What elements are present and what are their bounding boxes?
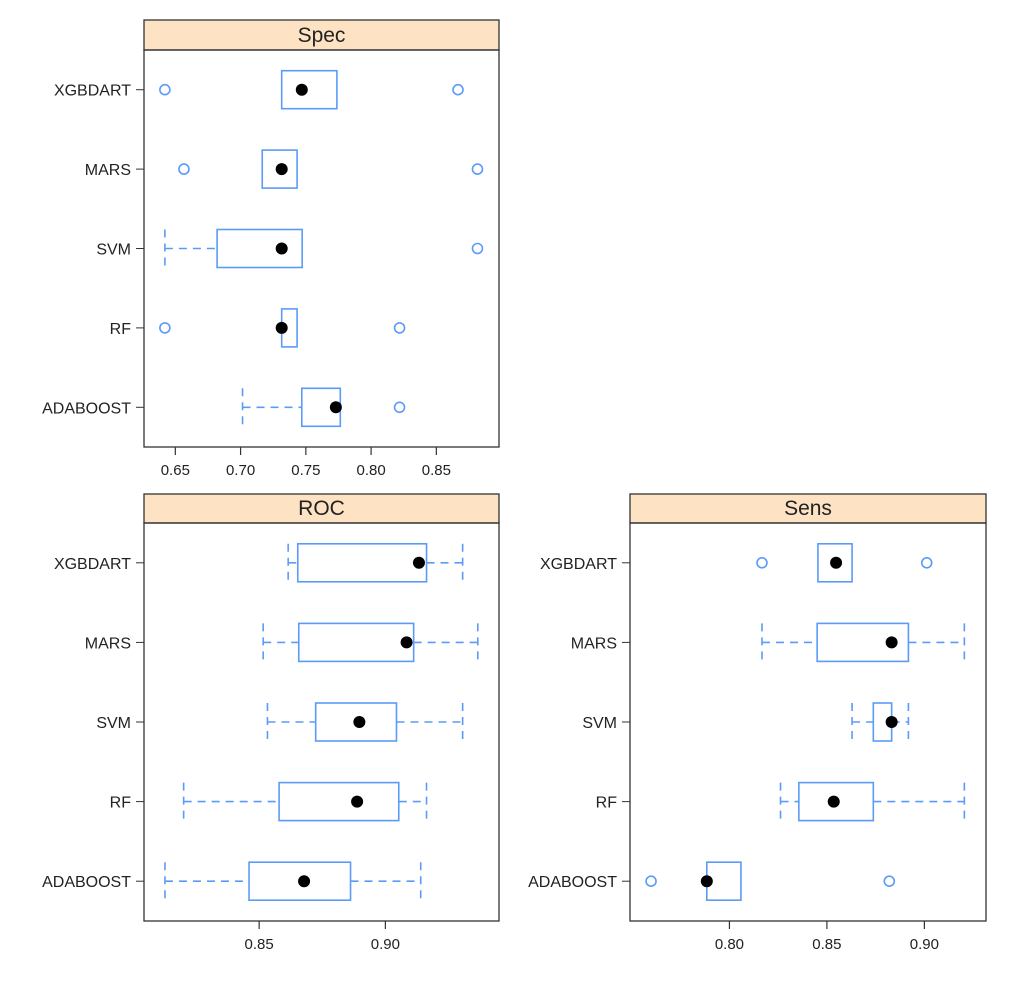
panel-title: Spec: [298, 24, 346, 47]
median-dot: [885, 716, 898, 728]
outlier-point: [471, 242, 484, 255]
outlier-point: [178, 163, 190, 175]
median-dot: [827, 795, 840, 808]
iqr-box: [816, 622, 910, 663]
category-label: XGBDART: [540, 556, 617, 573]
iqr-box: [296, 542, 428, 583]
median-dot: [400, 636, 413, 649]
median-dot: [275, 321, 288, 334]
iqr-box: [817, 542, 853, 583]
outlier-point: [159, 83, 171, 96]
box-rf: [159, 308, 406, 348]
box-adaboost: [645, 861, 896, 902]
x-tick-label: 0.75: [291, 462, 320, 479]
x-tick-label: 0.90: [371, 936, 400, 953]
category-label: MARS: [85, 635, 131, 652]
iqr-box: [314, 702, 398, 742]
x-tick-label: 0.80: [356, 462, 385, 479]
box-svm: [266, 702, 464, 742]
median-dot: [329, 401, 342, 414]
outlier-point: [471, 163, 484, 175]
category-label: ADABOOST: [528, 874, 617, 891]
category-label: XGBDART: [54, 556, 131, 573]
category-label: MARS: [85, 162, 131, 179]
category-label: SVM: [96, 715, 131, 732]
category-label: RF: [110, 321, 132, 338]
box-mars: [761, 622, 966, 663]
strip-header: [143, 19, 500, 51]
box-svm: [164, 228, 484, 269]
panel-sens: Sens ADABOOST RF SVM MARS XGBDART 0.80 0.85 0.90: [528, 493, 987, 953]
x-tick-label: 0.65: [161, 462, 190, 479]
iqr-box: [280, 69, 338, 110]
median-dot: [412, 556, 425, 569]
x-tick-label: 0.80: [715, 936, 744, 953]
box-mars: [178, 149, 484, 189]
box-mars: [262, 622, 479, 663]
iqr-box: [261, 149, 298, 189]
outlier-point: [756, 556, 768, 569]
category-label: SVM: [96, 242, 131, 259]
median-dot: [351, 795, 364, 808]
iqr-box: [216, 228, 303, 269]
panel-roc: ROC ADABOOST RF SVM MARS XGBDART 0.85 0.90: [42, 493, 500, 953]
median-dot: [275, 242, 288, 255]
category-label: ADABOOST: [42, 874, 131, 891]
median-dot: [353, 716, 366, 728]
panel-spec: Spec ADABOOST RF SVM MARS XGBDART 0.65 0.70 0.75…: [42, 19, 500, 479]
median-dot: [275, 163, 288, 176]
category-label: ADABOOST: [42, 400, 131, 417]
box-rf: [779, 781, 966, 822]
iqr-box: [798, 781, 875, 822]
outlier-point: [393, 322, 406, 334]
strip-header: [629, 493, 987, 524]
iqr-box: [278, 781, 400, 822]
strip-header: [143, 493, 500, 524]
iqr-box: [248, 861, 352, 902]
iqr-box: [297, 622, 415, 663]
outlier-point: [920, 556, 933, 569]
box-xgbdart: [159, 69, 464, 110]
box-adaboost: [241, 387, 406, 428]
x-tick-label: 0.85: [422, 462, 451, 479]
box-rf: [182, 781, 428, 822]
outlier-point: [883, 875, 896, 888]
x-tick-label: 0.70: [226, 462, 255, 479]
outlier-point: [645, 875, 657, 888]
category-label: XGBDART: [54, 83, 131, 100]
category-label: MARS: [571, 635, 617, 652]
box-xgbdart: [756, 542, 933, 583]
median-dot: [298, 875, 311, 888]
outlier-point: [393, 401, 406, 414]
outlier-point: [452, 83, 464, 96]
panel-title: Sens: [784, 497, 832, 520]
panel-frame: [629, 522, 987, 922]
category-label: SVM: [582, 715, 617, 732]
outlier-point: [159, 322, 171, 334]
box-adaboost: [164, 861, 422, 902]
x-tick-label: 0.90: [910, 936, 939, 953]
category-label: RF: [596, 795, 618, 812]
box-xgbdart: [287, 542, 464, 583]
median-dot: [295, 83, 308, 96]
median-dot: [830, 556, 843, 569]
category-label: RF: [110, 795, 132, 812]
x-tick-label: 0.85: [245, 936, 274, 953]
x-tick-label: 0.85: [812, 936, 841, 953]
median-dot: [885, 636, 898, 649]
median-dot: [700, 875, 713, 888]
panel-title: ROC: [298, 497, 345, 520]
box-svm: [851, 702, 910, 742]
